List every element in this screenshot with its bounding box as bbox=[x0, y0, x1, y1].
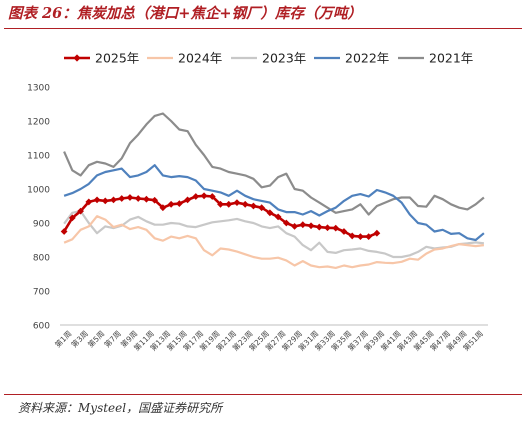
x-tick-label: 第7周 bbox=[102, 328, 123, 349]
x-tick-label: 第1周 bbox=[52, 328, 73, 349]
data-point bbox=[175, 200, 183, 208]
data-point bbox=[282, 219, 290, 227]
y-tick-label: 1000 bbox=[27, 186, 50, 196]
data-point bbox=[348, 232, 356, 240]
x-axis: 第1周第3周第5周第7周第9周第11周第13周第15周第17周第19周第21周第… bbox=[52, 324, 488, 353]
data-point bbox=[126, 194, 134, 201]
data-point bbox=[250, 202, 257, 210]
data-point bbox=[85, 198, 93, 206]
data-point bbox=[151, 196, 159, 204]
y-tick-label: 600 bbox=[33, 322, 50, 332]
y-axis: 600 700 800 900 1000 1100 1200 1300 bbox=[27, 84, 50, 332]
source-rule bbox=[4, 394, 522, 395]
series-lines bbox=[60, 112, 485, 269]
data-point bbox=[291, 223, 298, 230]
y-tick-label: 800 bbox=[33, 254, 50, 264]
legend-label: 2021年 bbox=[429, 51, 473, 66]
data-point bbox=[192, 193, 200, 200]
legend-label: 2025年 bbox=[95, 51, 139, 66]
data-point bbox=[225, 200, 233, 208]
data-point bbox=[266, 209, 274, 217]
line-chart: 2025年 2024年 2023年 2022年 2021年 600 700 800 900 10… bbox=[27, 51, 488, 353]
series-line-2022年 bbox=[63, 164, 485, 242]
data-point bbox=[332, 224, 340, 232]
data-point bbox=[110, 196, 117, 204]
series-line-2021年 bbox=[63, 112, 485, 216]
data-point bbox=[200, 192, 208, 200]
data-point bbox=[233, 199, 241, 206]
data-point bbox=[315, 223, 323, 231]
x-tick-label: 第5周 bbox=[85, 328, 106, 349]
data-point bbox=[77, 207, 84, 215]
data-point bbox=[274, 213, 282, 221]
title-rule bbox=[4, 28, 522, 29]
data-point bbox=[299, 221, 307, 229]
y-tick-label: 1300 bbox=[27, 84, 50, 94]
data-point bbox=[101, 197, 109, 205]
data-point bbox=[258, 204, 266, 212]
data-point bbox=[134, 195, 142, 202]
data-point bbox=[307, 222, 315, 230]
data-point bbox=[324, 224, 331, 232]
y-tick-label: 900 bbox=[33, 220, 50, 230]
series-line-2024年 bbox=[63, 215, 485, 269]
figure-title: 图表 26：焦炭加总（港口+焦企+钢厂）库存（万吨） bbox=[8, 5, 363, 22]
legend-marker bbox=[73, 54, 81, 62]
data-point bbox=[373, 229, 381, 237]
data-point bbox=[184, 196, 191, 204]
data-point bbox=[357, 233, 364, 240]
series-line-2023年 bbox=[63, 210, 485, 259]
y-tick-label: 1100 bbox=[27, 152, 50, 162]
data-point bbox=[208, 193, 216, 200]
y-tick-label: 700 bbox=[33, 288, 50, 298]
data-point bbox=[68, 214, 76, 222]
legend-label: 2023年 bbox=[262, 51, 306, 66]
data-point bbox=[159, 204, 167, 212]
y-tick-label: 1200 bbox=[27, 118, 50, 128]
data-point bbox=[60, 228, 68, 235]
data-point bbox=[143, 195, 150, 203]
x-tick-label: 第3周 bbox=[69, 328, 90, 349]
data-point bbox=[340, 228, 348, 235]
data-point bbox=[217, 200, 224, 208]
data-point bbox=[167, 200, 175, 208]
source-note: 资料来源：Mysteel，国盛证券研究所 bbox=[18, 401, 223, 415]
data-point bbox=[241, 200, 249, 208]
chart-legend: 2025年 2024年 2023年 2022年 2021年 bbox=[64, 51, 473, 66]
data-point bbox=[118, 195, 126, 202]
data-point bbox=[365, 233, 373, 240]
data-point bbox=[93, 196, 101, 204]
legend-label: 2022年 bbox=[345, 51, 389, 66]
legend-label: 2024年 bbox=[178, 51, 222, 66]
